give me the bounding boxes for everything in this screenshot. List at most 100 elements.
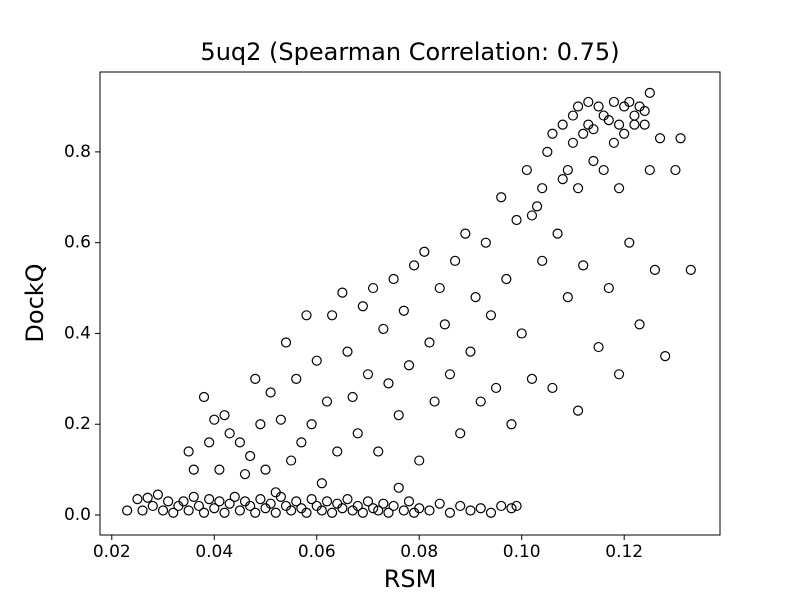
scatter-point xyxy=(578,260,589,271)
scatter-point xyxy=(485,507,497,518)
scatter-point xyxy=(613,119,625,130)
scatter-point xyxy=(613,183,625,194)
scatter-point xyxy=(542,146,553,157)
scatter-point xyxy=(475,503,486,514)
scatter-point xyxy=(634,101,645,112)
scatter-point xyxy=(567,110,579,121)
scatter-point xyxy=(603,282,614,294)
scatter-point xyxy=(526,373,538,384)
scatter-point xyxy=(286,505,297,516)
scatter-point xyxy=(188,491,199,502)
scatter-point xyxy=(147,500,158,512)
scatter-point xyxy=(388,273,399,285)
scatter-point xyxy=(316,505,327,516)
y-tick-label: 0.6 xyxy=(64,233,91,253)
scatter-point xyxy=(634,319,645,330)
scatter-point xyxy=(368,503,379,514)
scatter-point xyxy=(219,507,230,518)
scatter-point xyxy=(163,496,174,507)
scatter-point xyxy=(188,464,199,475)
scatter-point xyxy=(280,337,292,348)
scatter-point xyxy=(660,351,671,362)
scatter-point xyxy=(362,369,374,380)
scatter-point xyxy=(209,503,220,514)
x-tick-label: 0.04 xyxy=(195,542,233,562)
scatter-point xyxy=(193,500,204,512)
scatter-point xyxy=(209,414,220,425)
scatter-point xyxy=(603,115,614,126)
scatter-point xyxy=(234,437,245,448)
scatter-point xyxy=(670,164,681,176)
scatter-point xyxy=(270,507,281,518)
scatter-point xyxy=(557,174,568,185)
scatter-point xyxy=(608,96,620,108)
scatter-point xyxy=(362,496,374,507)
scatter-point xyxy=(388,500,399,512)
scatter-point xyxy=(152,489,164,500)
scatter-point xyxy=(588,155,599,167)
scatter-point xyxy=(357,507,368,518)
scatter-point xyxy=(291,373,302,384)
scatter-point xyxy=(234,505,245,516)
scatter-point xyxy=(393,410,404,421)
scatter-point xyxy=(183,446,194,457)
scatter-point xyxy=(373,505,384,516)
scatter-point xyxy=(465,346,476,357)
x-tick-label: 0.08 xyxy=(400,542,438,562)
scatter-point xyxy=(378,323,389,335)
scatter-point xyxy=(496,500,507,512)
scatter-point xyxy=(526,210,538,221)
scatter-point xyxy=(685,264,696,276)
scatter-point xyxy=(265,387,276,398)
scatter-point xyxy=(214,464,225,475)
scatter-point xyxy=(455,428,466,439)
scatter-point xyxy=(557,119,568,130)
scatter-point xyxy=(301,310,312,321)
scatter-point xyxy=(531,201,543,212)
scatter-point xyxy=(357,301,368,312)
scatter-point xyxy=(296,437,307,448)
scatter-point xyxy=(255,419,266,430)
scatter-point xyxy=(286,455,297,466)
scatter-point xyxy=(444,369,456,380)
scatter-point xyxy=(373,446,384,457)
scatter-point xyxy=(465,505,476,516)
scatter-point xyxy=(496,192,507,203)
scatter-point xyxy=(424,505,435,516)
y-tick-label: 0.8 xyxy=(64,142,91,162)
scatter-point xyxy=(178,496,189,507)
scatter-point xyxy=(619,128,630,139)
scatter-point xyxy=(260,464,271,475)
scatter-point xyxy=(137,505,148,516)
scatter-point xyxy=(506,503,517,514)
plot-frame xyxy=(99,71,721,536)
scatter-point xyxy=(321,496,333,507)
scatter-point xyxy=(403,496,415,507)
scatter-point xyxy=(224,498,235,509)
scatter-point xyxy=(122,505,133,516)
scatter-point xyxy=(255,494,266,505)
scatter-point xyxy=(224,428,235,439)
scatter-point xyxy=(583,96,594,108)
chart-title: 5uq2 (Spearman Correlation: 0.75) xyxy=(200,38,619,66)
scatter-point xyxy=(157,505,169,516)
scatter-point xyxy=(485,310,497,321)
scatter-point xyxy=(306,419,317,430)
scatter-point xyxy=(460,228,471,239)
scatter-point xyxy=(327,310,338,321)
scatter-point xyxy=(414,455,425,466)
scatter-point xyxy=(439,319,450,330)
scatter-point xyxy=(444,507,456,518)
scatter-point xyxy=(291,496,302,507)
scatter-point xyxy=(168,507,179,518)
scatter-point xyxy=(516,328,527,339)
scatter-point xyxy=(383,378,394,389)
y-axis-label: DockQ xyxy=(21,263,49,342)
scatter-point xyxy=(654,133,666,144)
scatter-point xyxy=(567,137,579,148)
scatter-point xyxy=(598,164,609,176)
scatter-point xyxy=(332,446,343,457)
scatter-point xyxy=(342,494,353,505)
